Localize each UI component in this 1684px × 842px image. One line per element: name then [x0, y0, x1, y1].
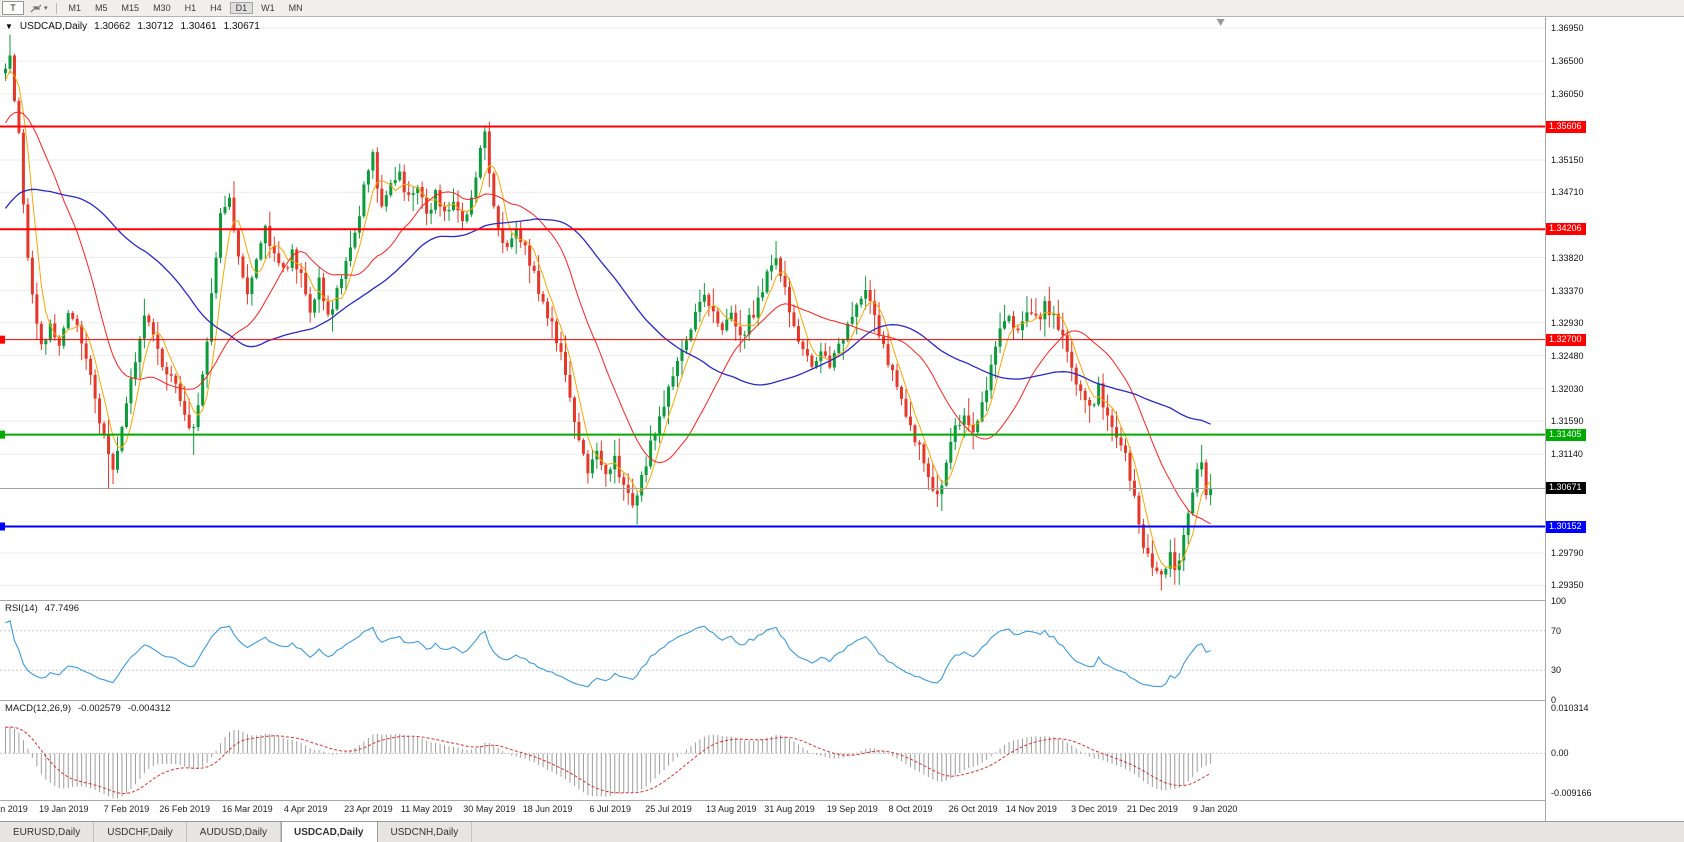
rsi-axis-label: 30 — [1551, 665, 1562, 676]
price-axis-tick-label: 1.29790 — [1551, 548, 1584, 559]
timeframe-button-w1[interactable]: W1 — [261, 3, 275, 13]
rsi-axis-label: 0 — [1551, 695, 1557, 705]
chart-tab-bar: EURUSD,Daily USDCHF,Daily AUDUSD,Daily USDC… — [0, 821, 1684, 842]
dropdown-caret-icon: ▾ — [44, 5, 48, 12]
macd-signal-value: -0.004312 — [127, 703, 171, 714]
price-axis-tick-label: 1.31140 — [1551, 449, 1583, 460]
date-axis-label: 18 Jun 2019 — [522, 804, 573, 814]
macd-main-value: -0.002579 — [78, 703, 121, 714]
macd-signal-line — [5, 726, 1211, 794]
date-axis-label: 1 Jan 2019 — [0, 804, 28, 814]
timeframe-button-d1[interactable]: D1 — [229, 2, 254, 14]
price-axis-tick-label: 1.34710 — [1551, 187, 1584, 198]
price-axis-tick-label: 1.32030 — [1551, 383, 1584, 394]
timeframe-button-m5[interactable]: M5 — [95, 3, 108, 13]
date-axis-label: 4 Apr 2019 — [283, 804, 328, 814]
current-price-badge: 1.30671 — [1546, 482, 1586, 495]
chart-tab-audusd-daily[interactable]: AUDUSD,Daily — [186, 822, 282, 842]
toolbar: T ▾ M1 M5 M15 M30 H1 H4 D1 W1 MN — [0, 0, 1684, 17]
ohlc-high: 1.30712 — [137, 21, 174, 32]
date-axis-label: 19 Sep 2019 — [826, 804, 878, 814]
date-axis-label: 8 Oct 2019 — [888, 804, 933, 814]
timeframe-button-h1[interactable]: H1 — [184, 3, 197, 13]
tool-selector-button[interactable]: ▾ — [29, 3, 48, 14]
date-axis-label: 19 Jan 2019 — [38, 804, 89, 814]
price-gridlines — [0, 27, 1549, 586]
timeframe-button-m30[interactable]: M30 — [153, 3, 171, 13]
date-axis-label: 6 Jul 2019 — [589, 804, 632, 814]
date-axis-label: 9 Jan 2020 — [1192, 804, 1238, 814]
chart-ohlc-header: ▼ USDCAD,Daily 1.30662 1.30712 1.30461 1… — [5, 21, 260, 32]
macd-panel-label: MACD(12,26,9) -0.002579 -0.004312 — [5, 703, 171, 714]
mid-ma-line — [5, 111, 1211, 525]
macd-axis-top-label: 0.010314 — [1551, 703, 1589, 713]
toolbar-separator — [55, 2, 57, 14]
macd-indicator-name: MACD(12,26,9) — [5, 703, 71, 714]
timeframe-button-m1[interactable]: M1 — [68, 3, 82, 13]
cursor-arrows-icon — [30, 4, 42, 12]
templates-button[interactable]: T — [2, 1, 24, 15]
level-badge-1-30152: 1.30152 — [1546, 520, 1586, 533]
level-badge-1-31405: 1.31405 — [1546, 428, 1586, 441]
chart-symbol-label: USDCAD,Daily — [19, 21, 88, 32]
price-axis-tick-label: 1.36050 — [1551, 89, 1584, 99]
timeframe-group: M1 M5 M15 M30 H1 H4 D1 W1 MN — [62, 2, 310, 14]
timeframe-button-h4[interactable]: H4 — [210, 3, 222, 13]
rsi-axis-label: 70 — [1551, 625, 1562, 636]
price-axis-tick-label: 1.29350 — [1551, 580, 1584, 591]
price-axis-tick-label: 1.32930 — [1551, 317, 1584, 328]
chart-tab-usdcad-daily[interactable]: USDCAD,Daily — [281, 822, 378, 842]
ohlc-low: 1.30461 — [180, 21, 217, 32]
date-axis-label: 31 Aug 2019 — [764, 804, 815, 814]
timeframe-button-m15[interactable]: M15 — [121, 3, 140, 13]
candlestick-series — [4, 34, 1213, 591]
chart-tab-usdchf-daily[interactable]: USDCHF,Daily — [94, 822, 187, 842]
date-axis-label: 30 May 2019 — [463, 804, 516, 814]
macd-axis-bottom-label: -0.009166 — [1551, 788, 1592, 798]
ohlc-open: 1.30662 — [94, 21, 131, 32]
price-axis-tick-label: 1.35150 — [1551, 155, 1584, 165]
date-axis-label: 3 Dec 2019 — [1071, 804, 1118, 814]
ohlc-close: 1.30671 — [223, 21, 260, 32]
date-axis-label: 21 Dec 2019 — [1126, 804, 1178, 814]
rsi-axis-label: 100 — [1551, 596, 1567, 606]
date-axis-label: 13 Aug 2019 — [705, 804, 757, 814]
date-axis-label: 25 Jul 2019 — [645, 804, 692, 814]
macd-axis-zero-label: 0.00 — [1551, 748, 1569, 759]
level-badge-1-34206: 1.34206 — [1546, 223, 1586, 236]
price-axis-tick-label: 1.33820 — [1551, 252, 1584, 263]
date-axis-label: 16 Mar 2019 — [222, 804, 273, 814]
rsi-line — [5, 620, 1211, 688]
date-axis-label: 11 May 2019 — [400, 804, 453, 814]
rsi-panel-label: RSI(14) 47.7496 — [5, 603, 79, 614]
date-axis-label: 14 Nov 2019 — [1005, 804, 1057, 814]
panel-separators — [0, 17, 1684, 821]
price-axis-tick-label: 1.36500 — [1551, 56, 1584, 66]
price-axis-tick-label: 1.31590 — [1551, 416, 1584, 427]
macd-indicator — [0, 726, 1545, 799]
timeframe-button-mn[interactable]: MN — [288, 3, 303, 13]
rsi-indicator-name: RSI(14) — [5, 603, 38, 614]
slow-ma-line — [4, 188, 1211, 425]
date-axis-label: 7 Feb 2019 — [103, 804, 150, 814]
date-axis-label: 26 Feb 2019 — [159, 804, 210, 814]
price-axis-tick-label: 1.33370 — [1551, 285, 1584, 296]
rsi-indicator-value: 47.7496 — [44, 603, 80, 614]
horizontal-level-lines — [0, 125, 1545, 531]
chart-tab-usdcnh-daily[interactable]: USDCNH,Daily — [377, 822, 473, 842]
chart-shift-marker-icon — [1216, 19, 1225, 26]
chart-tab-eurusd-daily[interactable]: EURUSD,Daily — [0, 822, 95, 842]
date-axis-label: 26 Oct 2019 — [948, 804, 998, 814]
price-axis-tick-label: 1.36950 — [1551, 23, 1584, 33]
fast-ma-line — [5, 69, 1211, 568]
rsi-indicator — [0, 620, 1545, 688]
price-axis-tick-label: 1.32480 — [1551, 350, 1584, 361]
one-click-collapse-icon[interactable]: ▼ — [5, 22, 13, 31]
price-axis-column[interactable] — [1546, 17, 1684, 821]
date-axis-label: 23 Apr 2019 — [344, 804, 393, 814]
level-badge-1-35606: 1.35606 — [1546, 120, 1586, 133]
level-badge-1-32700: 1.32700 — [1546, 333, 1586, 346]
